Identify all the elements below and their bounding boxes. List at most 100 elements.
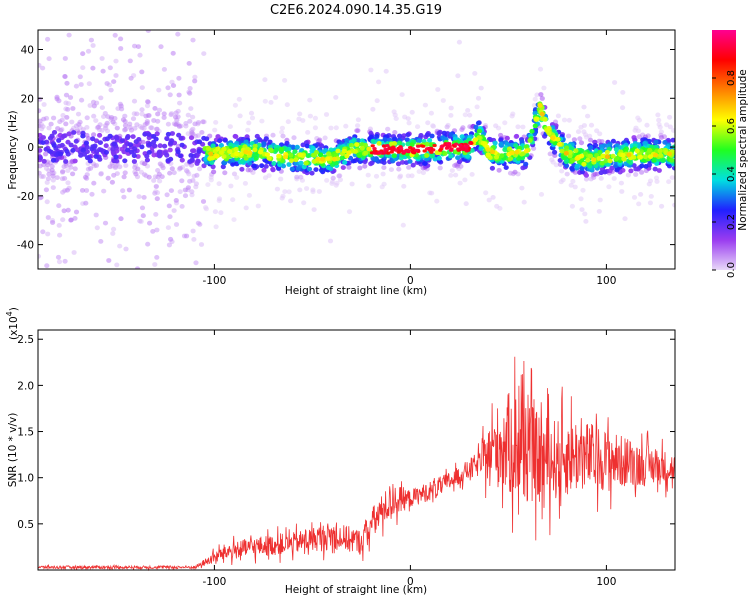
heatmap-cell — [266, 155, 272, 161]
heatmap-cell — [44, 199, 50, 205]
heatmap-cell — [587, 153, 594, 159]
heatmap-cell — [141, 172, 148, 178]
heatmap-cell — [549, 157, 555, 163]
heatmap-cell — [44, 180, 50, 185]
heatmap-cell — [498, 142, 504, 147]
spectrogram-y-tick-label: 20 — [21, 93, 34, 105]
heatmap-cell — [542, 117, 548, 122]
heatmap-cell — [38, 170, 42, 176]
heatmap-cell — [184, 233, 190, 239]
heatmap-cell — [73, 138, 79, 144]
heatmap-cell — [612, 80, 618, 85]
heatmap-cell — [151, 178, 157, 183]
heatmap-cell — [161, 111, 167, 117]
heatmap-cell — [415, 124, 421, 130]
heatmap-cell — [216, 181, 222, 187]
heatmap-cell — [57, 232, 63, 238]
heatmap-cell — [98, 95, 104, 101]
heatmap-cell — [114, 262, 120, 268]
heatmap-cell — [232, 102, 238, 108]
heatmap-cell — [621, 156, 627, 162]
colorbar-tick-label: 0.4 — [726, 166, 737, 182]
heatmap-cell — [40, 124, 46, 129]
heatmap-cell — [591, 157, 597, 163]
heatmap-cell — [531, 102, 538, 108]
heatmap-cell — [346, 209, 353, 215]
heatmap-cell — [79, 188, 86, 193]
heatmap-cell — [579, 153, 585, 159]
heatmap-cell — [46, 125, 52, 131]
heatmap-cell — [73, 83, 79, 89]
heatmap-cell — [87, 158, 93, 164]
heatmap-cell — [416, 144, 421, 148]
heatmap-cell — [47, 148, 53, 154]
heatmap-cell — [60, 113, 66, 118]
heatmap-cell — [153, 212, 159, 217]
heatmap-cell — [276, 166, 282, 171]
heatmap-cell — [455, 73, 461, 79]
heatmap-cell — [587, 137, 594, 143]
heatmap-cell — [569, 167, 576, 172]
heatmap-cell — [91, 103, 97, 109]
heatmap-cell — [236, 96, 242, 102]
heatmap-cell — [294, 174, 300, 180]
heatmap-cell — [121, 194, 127, 200]
heatmap-cell — [239, 166, 245, 172]
heatmap-cell — [596, 209, 602, 214]
heatmap-cell — [448, 173, 454, 178]
heatmap-cell — [312, 115, 318, 121]
heatmap-cell — [140, 213, 146, 219]
heatmap-cell — [262, 98, 268, 104]
heatmap-cell — [406, 149, 411, 153]
heatmap-cell — [476, 128, 482, 134]
heatmap-cell — [430, 153, 436, 158]
heatmap-cell — [318, 167, 325, 173]
heatmap-cell — [305, 130, 311, 135]
heatmap-cell — [610, 153, 616, 159]
heatmap-cell — [494, 203, 500, 209]
heatmap-cell — [38, 108, 42, 114]
heatmap-cell — [457, 143, 463, 147]
heatmap-cell — [462, 177, 468, 183]
heatmap-cell — [578, 140, 585, 146]
heatmap-cell — [62, 258, 68, 264]
heatmap-cell — [146, 150, 152, 155]
heatmap-cell — [167, 276, 172, 281]
heatmap-cell — [279, 195, 285, 201]
heatmap-cell — [117, 164, 123, 170]
heatmap-cell — [469, 172, 475, 177]
heatmap-cell — [486, 197, 492, 203]
heatmap-cell — [421, 144, 426, 148]
heatmap-cell — [61, 133, 67, 139]
heatmap-cell — [455, 155, 461, 161]
heatmap-cell — [185, 112, 191, 118]
snr-x-tick-label: 0 — [407, 576, 414, 588]
heatmap-cell — [656, 117, 662, 123]
heatmap-cell — [324, 178, 330, 183]
heatmap-cell — [190, 148, 196, 154]
heatmap-cell — [113, 154, 119, 160]
heatmap-cell — [405, 173, 411, 179]
heatmap-cell — [373, 151, 379, 155]
heatmap-cell — [310, 145, 316, 151]
heatmap-cell — [231, 217, 237, 223]
heatmap-cell — [449, 168, 455, 174]
heatmap-cell — [311, 207, 317, 213]
heatmap-cell — [391, 109, 397, 115]
snr-trace — [37, 356, 676, 572]
heatmap-cell — [72, 166, 78, 172]
heatmap-cell — [427, 138, 433, 143]
heatmap-cell — [66, 131, 72, 137]
heatmap-cell — [230, 152, 236, 158]
heatmap-cell — [111, 79, 117, 84]
heatmap-cell — [326, 151, 332, 157]
heatmap-cell — [165, 225, 171, 231]
heatmap-cell — [671, 128, 675, 133]
heatmap-cell — [86, 81, 92, 87]
heatmap-cell — [370, 106, 376, 112]
heatmap-cell — [598, 170, 604, 176]
heatmap-cell — [336, 173, 342, 179]
heatmap-cell — [104, 120, 110, 126]
heatmap-cell — [166, 242, 172, 248]
